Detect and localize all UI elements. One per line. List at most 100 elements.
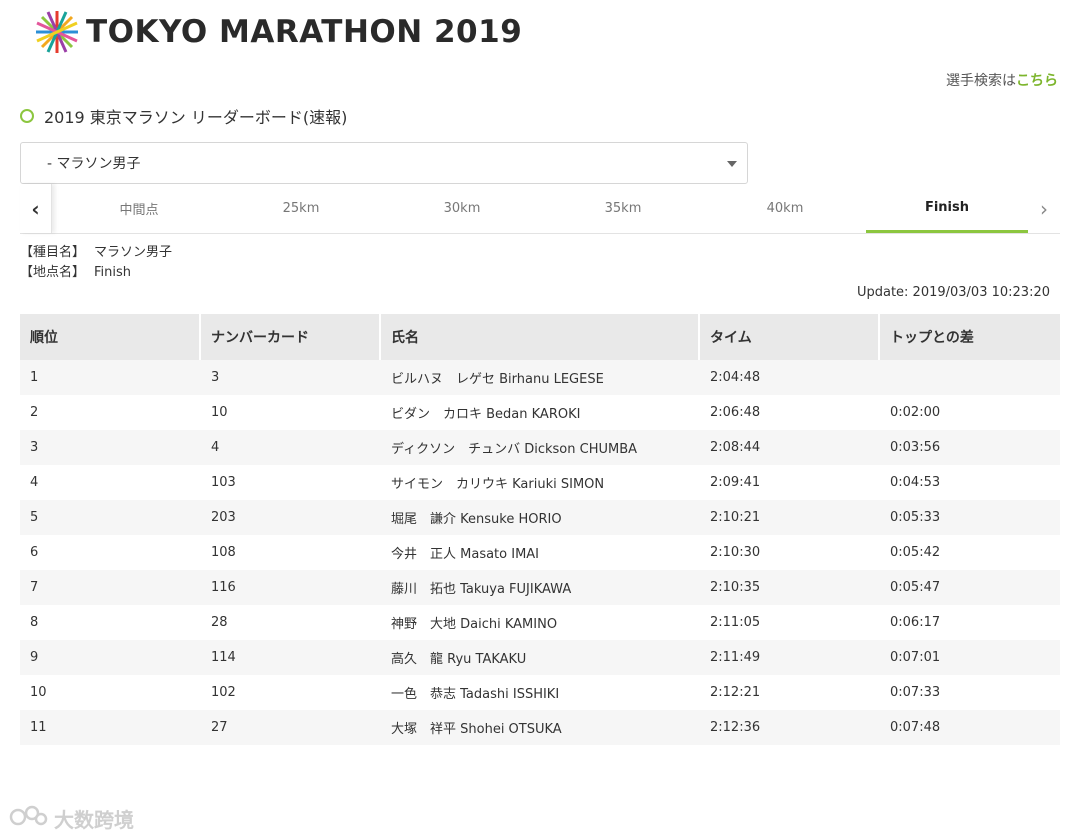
table-row: 9 114 高久 龍 Ryu TAKAKU 2:11:49 0:07:01 (20, 640, 1060, 675)
cell-name: サイモン カリウキ Kariuki SIMON (391, 477, 605, 492)
logo-text: TOKYO MARATHON 2019 (86, 14, 523, 50)
tab-label: 40km (766, 201, 804, 216)
table-row: 4 103 サイモン カリウキ Kariuki SIMON 2:09:41 0:04:5… (20, 465, 1060, 500)
cell-time: 2:11:49 (710, 650, 761, 665)
cell-bib: 116 (211, 580, 236, 595)
cell-gap: 0:06:17 (890, 615, 941, 630)
cell-bib: 3 (211, 370, 220, 385)
table-row: 6 108 今井 正人 Masato IMAI 2:10:30 0:05:42 (20, 535, 1060, 570)
cell-name: 藤川 拓也 Takuya FUJIKAWA (391, 582, 572, 597)
cell-time: 2:12:36 (710, 720, 761, 735)
category-select-value: - マラソン男子 (47, 156, 141, 172)
cell-time: 2:06:48 (710, 405, 761, 420)
table-row: 3 4 ディクソン チュンバ Dickson CHUMBA 2:08:44 0:03:5… (20, 430, 1060, 465)
cell-name: ディクソン チュンバ Dickson CHUMBA (391, 442, 638, 457)
cell-gap: 0:03:56 (890, 440, 941, 455)
cell-rank: 7 (30, 580, 39, 595)
table-row: 8 28 神野 大地 Daichi KAMINO 2:11:05 0:06:17 (20, 605, 1060, 640)
cell-name: 高久 龍 Ryu TAKAKU (391, 652, 527, 667)
header-time: タイム (700, 314, 880, 360)
header-bib: ナンバーカード (201, 314, 381, 360)
cell-gap: 0:05:47 (890, 580, 941, 595)
cell-name: 神野 大地 Daichi KAMINO (391, 617, 558, 632)
cell-bib: 10 (211, 405, 228, 420)
table-row: 10 102 一色 恭志 Tadashi ISSHIKI 2:12:21 0:07:33 (20, 675, 1060, 710)
cell-time: 2:10:35 (710, 580, 761, 595)
cell-rank: 5 (30, 510, 39, 525)
table-body: 1 3 ビルハヌ レゲセ Birhanu LEGESE 2:04:48 2 10 ビダン カ… (20, 360, 1060, 745)
point-key: 【地点名】 (20, 265, 86, 280)
cell-bib: 4 (211, 440, 220, 455)
cell-time: 2:09:41 (710, 475, 761, 490)
cell-time: 2:04:48 (710, 370, 761, 385)
cell-rank: 6 (30, 545, 39, 560)
chevron-right-icon: › (1040, 196, 1048, 221)
cell-bib: 203 (211, 510, 236, 525)
watermark-logo-icon (9, 805, 48, 826)
table-row: 1 3 ビルハヌ レゲセ Birhanu LEGESE 2:04:48 (20, 360, 1060, 395)
cell-bib: 27 (211, 720, 228, 735)
table-header: 順位 ナンバーカード 氏名 タイム トップとの差 (20, 314, 1060, 360)
cell-gap: 0:04:53 (890, 475, 941, 490)
cell-bib: 102 (211, 685, 236, 700)
athlete-search-link[interactable]: こちら (1016, 73, 1058, 89)
header-rank: 順位 (20, 314, 201, 360)
cell-time: 2:11:05 (710, 615, 761, 630)
caret-down-icon (727, 161, 737, 167)
cell-rank: 11 (30, 720, 47, 735)
tab-label: 25km (282, 201, 320, 216)
chevron-left-icon: ‹ (31, 196, 40, 221)
watermark: 大数跨境 (8, 803, 134, 833)
cell-name: 大塚 祥平 Shohei OTSUKA (391, 722, 562, 737)
tab-halfway[interactable]: 中間点 (58, 184, 220, 233)
cell-gap: 0:02:00 (890, 405, 941, 420)
tab-finish[interactable]: Finish (866, 184, 1028, 233)
cell-time: 2:10:30 (710, 545, 761, 560)
point-value: Finish (94, 265, 132, 280)
event-key: 【種目名】 (20, 245, 86, 260)
athlete-search-row: 選手検索はこちら (946, 70, 1058, 90)
athlete-search-prefix: 選手検索は (946, 73, 1016, 89)
event-meta: 【種目名】 マラソン男子 【地点名】 Finish (20, 243, 172, 283)
cell-time: 2:10:21 (710, 510, 761, 525)
tabs-next-button[interactable]: › (1028, 184, 1060, 233)
tab-label: Finish (924, 199, 970, 215)
cell-rank: 3 (30, 440, 39, 455)
logo[interactable]: TOKYO MARATHON 2019 (34, 8, 522, 56)
cell-name: 今井 正人 Masato IMAI (391, 547, 540, 562)
tab-30km[interactable]: 30km (381, 184, 543, 233)
section-title-text: 2019 東京マラソン リーダーボード(速報) (44, 108, 348, 127)
watermark-text: 大数跨境 (54, 807, 134, 832)
cell-time: 2:08:44 (710, 440, 761, 455)
tab-25km[interactable]: 25km (220, 184, 382, 233)
table-row: 11 27 大塚 祥平 Shohei OTSUKA 2:12:36 0:07:48 (20, 710, 1060, 745)
marathon-logo-icon (36, 11, 78, 53)
cell-bib: 103 (211, 475, 236, 490)
cell-bib: 28 (211, 615, 228, 630)
tab-label: 35km (604, 201, 642, 216)
cell-gap (880, 360, 1060, 395)
tab-label: 30km (443, 201, 481, 216)
header-name: 氏名 (381, 314, 700, 360)
table-row: 7 116 藤川 拓也 Takuya FUJIKAWA 2:10:35 0:05:47 (20, 570, 1060, 605)
update-timestamp: Update: 2019/03/03 10:23:20 (856, 285, 1050, 300)
cell-name: ビダン カロキ Bedan KAROKI (391, 407, 581, 422)
cell-rank: 1 (30, 370, 39, 385)
cell-bib: 108 (211, 545, 236, 560)
tab-35km[interactable]: 35km (542, 184, 704, 233)
cell-bib: 114 (211, 650, 236, 665)
cell-name: 堀尾 謙介 Kensuke HORIO (391, 512, 562, 527)
tab-40km[interactable]: 40km (704, 184, 866, 233)
tabs-prev-button[interactable]: ‹ (20, 184, 52, 233)
table-row: 5 203 堀尾 謙介 Kensuke HORIO 2:10:21 0:05:33 (20, 500, 1060, 535)
section-title: 2019 東京マラソン リーダーボード(速報) (20, 104, 347, 128)
circle-bullet-icon (20, 109, 34, 123)
cell-gap: 0:05:33 (890, 510, 941, 525)
tab-label: 中間点 (119, 203, 159, 218)
checkpoint-tabs: ‹ 中間点 25km 30km 35km 40km Finish › (20, 184, 1060, 234)
cell-gap: 0:07:33 (890, 685, 941, 700)
cell-rank: 4 (30, 475, 39, 490)
cell-name: 一色 恭志 Tadashi ISSHIKI (391, 687, 560, 702)
category-select[interactable]: - マラソン男子 (20, 142, 748, 184)
